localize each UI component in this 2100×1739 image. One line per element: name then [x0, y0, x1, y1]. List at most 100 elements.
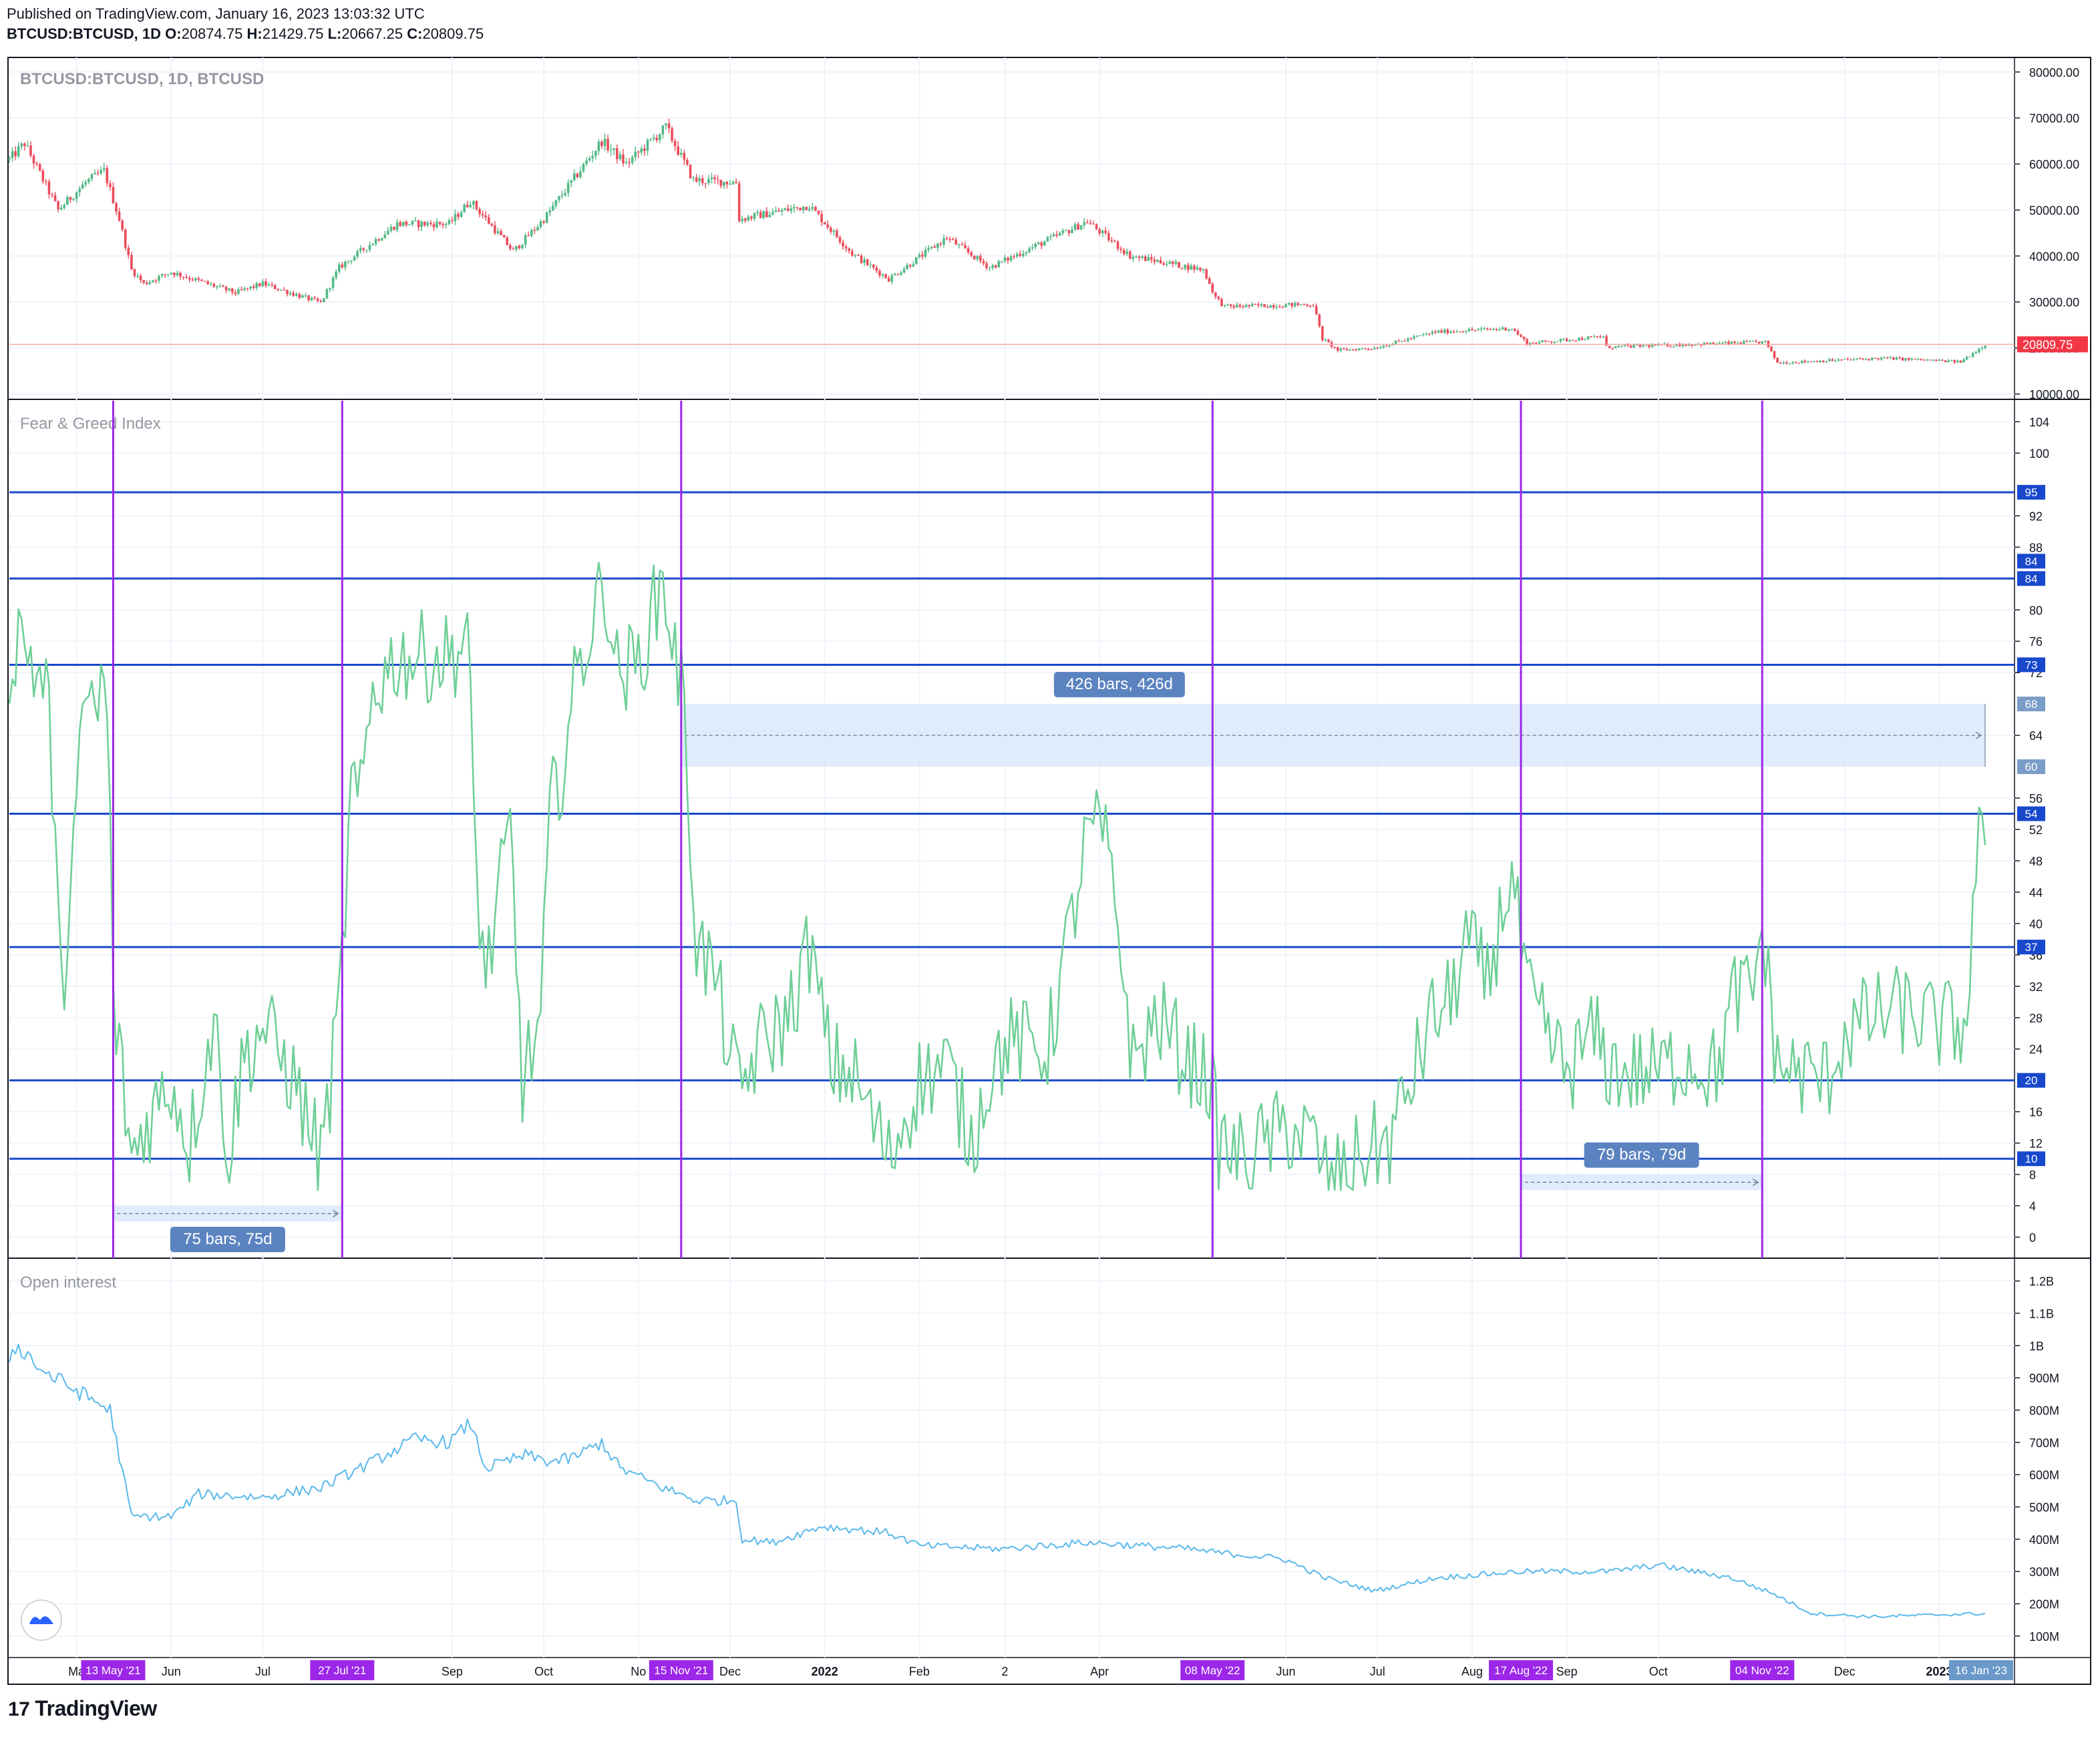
candle-body — [1556, 341, 1559, 343]
candle-body — [356, 250, 359, 257]
candle — [323, 298, 325, 303]
candle-body — [1028, 248, 1031, 252]
level-tag-label: 73 — [2025, 658, 2038, 671]
candle — [1721, 341, 1724, 345]
candle — [1007, 256, 1009, 264]
candle — [842, 239, 844, 250]
candle-body — [1324, 339, 1327, 341]
candle-body — [799, 207, 802, 210]
time-axis-label: Dec — [719, 1665, 741, 1678]
candle-body — [1947, 360, 1950, 363]
candle — [377, 238, 380, 242]
candle-body — [344, 262, 347, 268]
candle — [640, 146, 643, 156]
candle — [405, 220, 408, 227]
candle-body — [530, 230, 533, 236]
date-range-measure: 79 bars, 79d — [1521, 1142, 1763, 1191]
candle — [1129, 250, 1131, 260]
candle — [14, 146, 17, 160]
candle — [863, 256, 866, 266]
measure-price-tag — [2017, 697, 2045, 712]
candle — [884, 273, 887, 279]
candle-body — [185, 276, 188, 278]
candle — [1568, 339, 1572, 343]
candle — [1538, 340, 1541, 345]
candle-body — [1644, 345, 1648, 347]
candle-body — [1306, 305, 1308, 306]
candle — [1464, 329, 1467, 334]
candle-body — [1382, 345, 1385, 348]
candle — [970, 250, 973, 258]
candle — [1211, 282, 1214, 295]
candle-body — [500, 231, 502, 236]
fear-greed-axis: 1041009288807672645652484440363228241612… — [2015, 415, 2049, 1245]
candle-body — [1034, 244, 1037, 248]
candle — [1407, 337, 1409, 343]
candle — [1110, 236, 1113, 243]
candle-body — [1632, 345, 1636, 348]
candle-body — [759, 212, 762, 218]
candle — [216, 285, 218, 290]
candle-body — [490, 224, 494, 226]
candle-body — [94, 172, 96, 175]
candle-body — [460, 212, 463, 217]
candle-body — [716, 179, 719, 180]
candle-body — [1269, 305, 1272, 308]
candle — [1504, 327, 1508, 331]
candle — [667, 118, 671, 134]
candle-body — [1073, 224, 1077, 230]
candle-body — [805, 206, 808, 210]
y-tick-label: 64 — [2029, 729, 2043, 743]
candle-body — [405, 222, 408, 226]
candle-body — [588, 158, 591, 161]
candle — [1971, 351, 1974, 358]
candle-body — [1009, 256, 1013, 261]
candle — [1898, 356, 1901, 359]
candle — [454, 209, 457, 226]
candle — [887, 275, 890, 282]
candle-body — [1339, 349, 1343, 351]
candle — [136, 273, 139, 278]
time-axis-label: Sep — [1556, 1665, 1578, 1678]
date-tag — [649, 1660, 713, 1680]
candle — [1779, 361, 1782, 365]
open-value: 20874.75 — [181, 25, 243, 42]
candle-body — [1003, 257, 1007, 261]
candle-body — [838, 237, 842, 242]
candle-body — [796, 207, 799, 208]
level-tag — [2017, 657, 2045, 672]
chart-header: Published on TradingView.com, January 16… — [7, 4, 1009, 44]
candle-body — [887, 278, 890, 282]
candle — [1019, 250, 1022, 258]
candle-body — [783, 208, 787, 210]
candle-body — [710, 177, 713, 179]
candle-body — [23, 143, 26, 146]
candle — [1489, 327, 1492, 331]
measure-price-tag-label: 60 — [2025, 761, 2038, 773]
candle-body — [1355, 349, 1357, 351]
ohlc-line: BTCUSD:BTCUSD, 1D O:20874.75 H:21429.75 … — [7, 24, 1009, 44]
candle — [1205, 268, 1208, 280]
candle-body — [515, 246, 518, 250]
candle — [395, 218, 399, 233]
candle-body — [438, 222, 442, 224]
candle-body — [1871, 357, 1874, 361]
candle — [912, 261, 915, 268]
candle — [173, 272, 176, 278]
candle-body — [948, 238, 951, 240]
measure-price-tag-label: 68 — [2025, 698, 2038, 711]
candle-body — [765, 211, 768, 218]
candle-body — [704, 183, 707, 184]
candle — [866, 258, 869, 266]
candle-body — [1043, 241, 1046, 246]
candle-body — [63, 204, 66, 208]
candle — [38, 163, 41, 172]
low-label: L: — [327, 25, 342, 42]
candle-body — [1131, 256, 1135, 259]
grid-lines — [9, 57, 2015, 1658]
candle-body — [289, 293, 292, 295]
candle — [1807, 361, 1809, 363]
candle-body — [741, 218, 744, 222]
candle — [1071, 226, 1073, 234]
